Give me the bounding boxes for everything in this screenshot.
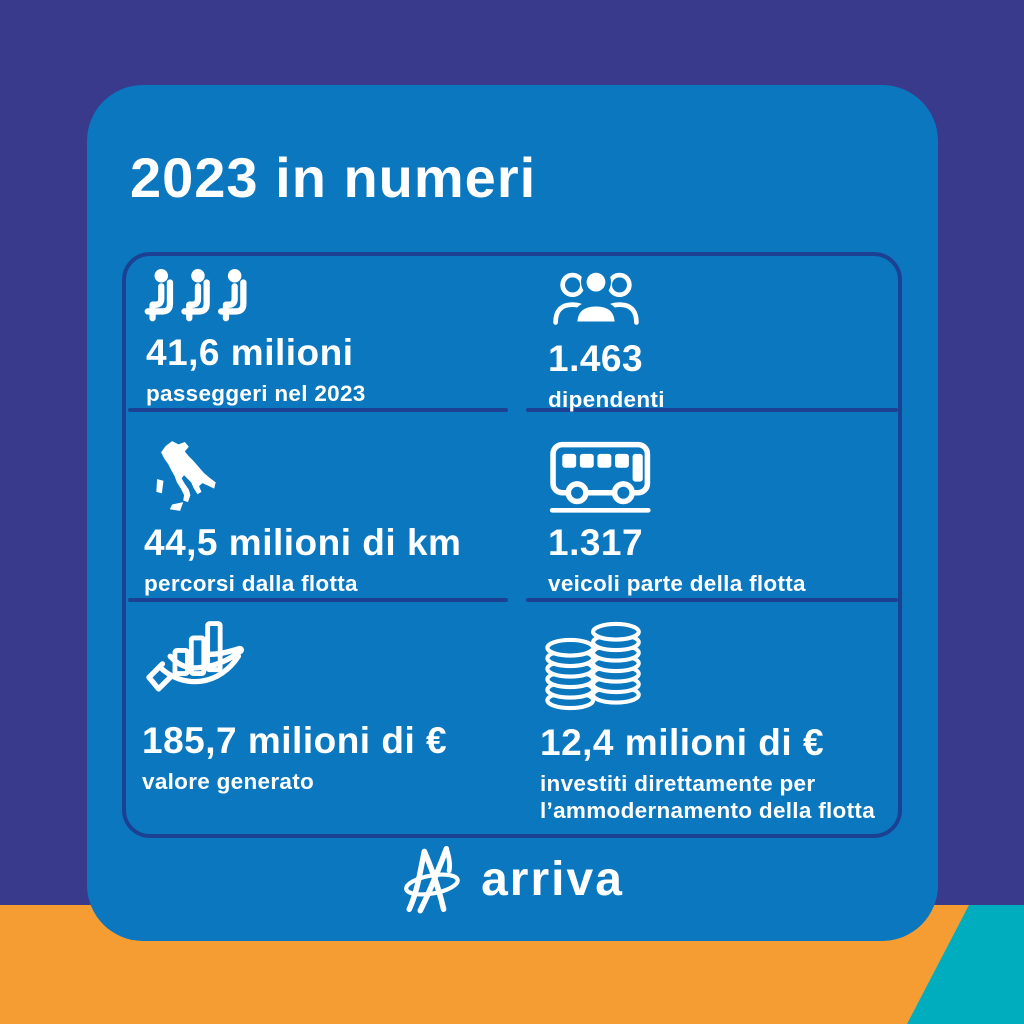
employees-group-icon <box>553 267 639 328</box>
infographic-card: 2023 in numeri <box>87 85 938 941</box>
stat-label: investiti direttamente per l’ammodername… <box>540 770 876 823</box>
stat-value: 41,6 milioni <box>146 332 354 373</box>
row-divider <box>526 598 898 602</box>
stat-value: 1.463 <box>548 338 644 379</box>
arriva-logo: arriva <box>87 843 938 915</box>
stat-km: 44,5 milioni di km percorsi dalla flotta <box>144 438 516 597</box>
row-divider <box>128 408 508 412</box>
logo-wordmark: arriva <box>481 852 624 906</box>
stat-value: 1.317 <box>548 522 644 563</box>
stat-investments: 12,4 milioni di € investiti direttamente… <box>540 608 902 824</box>
row-divider <box>128 598 508 602</box>
stat-value: 12,4 milioni di € <box>540 722 825 763</box>
stat-value-generated: 185,7 milioni di € valore generato <box>142 612 516 795</box>
stat-label: veicoli parte della flotta <box>548 570 806 596</box>
stat-label: valore generato <box>142 768 315 794</box>
page-title: 2023 in numeri <box>130 146 537 209</box>
arriva-logo-icon <box>404 846 460 914</box>
hand-with-chart-icon <box>146 621 244 692</box>
coin-stacks-icon <box>545 621 641 711</box>
stat-label: percorsi dalla flotta <box>144 570 358 596</box>
seated-passengers-icon <box>144 268 247 322</box>
stat-passengers: 41,6 milioni passeggeri nel 2023 <box>144 268 516 407</box>
stats-panel: 41,6 milioni passeggeri nel 2023 1.463 d… <box>122 252 902 838</box>
italy-map-icon <box>156 441 216 511</box>
stat-label: dipendenti <box>548 386 665 412</box>
row-divider <box>526 408 898 412</box>
stat-vehicles: 1.317 veicoli parte della flotta <box>548 440 904 597</box>
stat-employees: 1.463 dipendenti <box>548 267 904 413</box>
stat-value: 185,7 milioni di € <box>142 720 448 761</box>
stat-value: 44,5 milioni di km <box>144 522 462 563</box>
stat-label: passeggeri nel 2023 <box>146 380 366 406</box>
bus-icon <box>549 441 651 513</box>
